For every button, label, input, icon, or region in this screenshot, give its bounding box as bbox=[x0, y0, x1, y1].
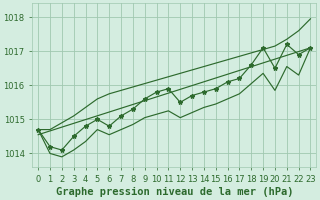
X-axis label: Graphe pression niveau de la mer (hPa): Graphe pression niveau de la mer (hPa) bbox=[56, 186, 293, 197]
